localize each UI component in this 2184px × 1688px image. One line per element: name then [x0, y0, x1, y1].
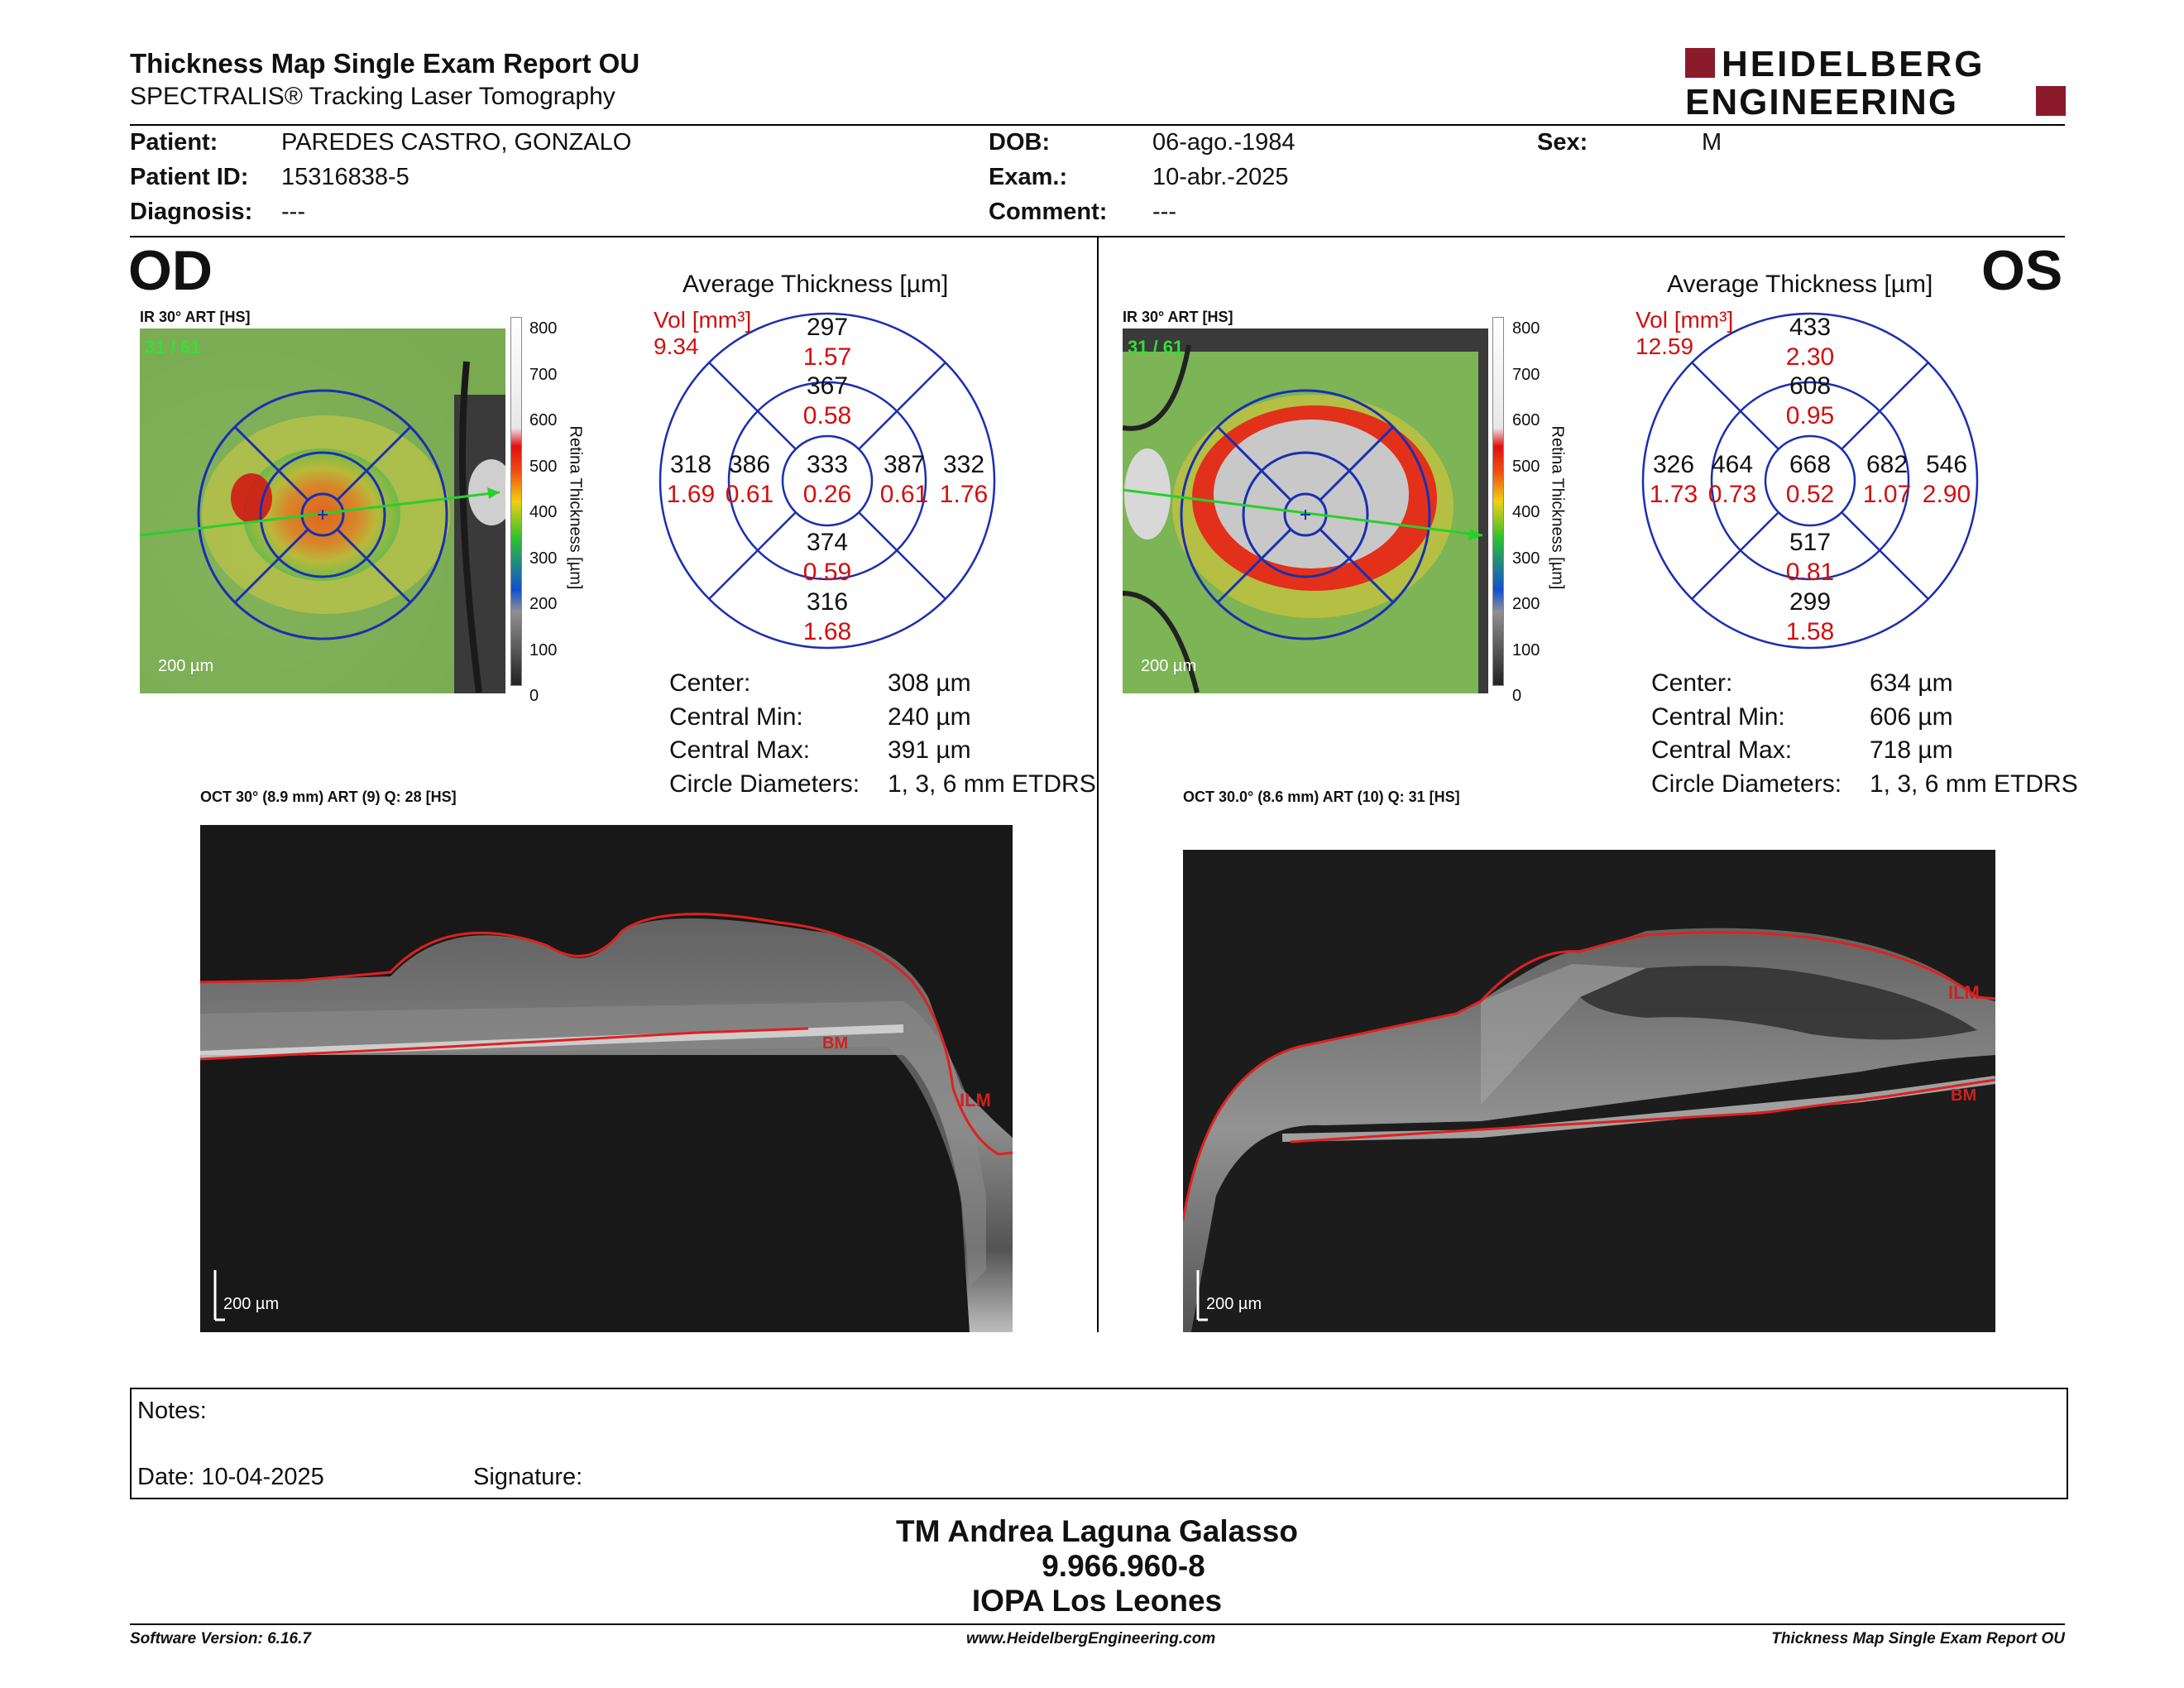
- od-fundus-thickness-map: 31 / 61 200 µm: [140, 328, 505, 693]
- os-max-label: Central Max:: [1651, 736, 1793, 764]
- os-avg-title: Average Thickness [µm]: [1667, 271, 1933, 298]
- od-oct-bscan: 200 µm BM ILM: [200, 807, 1013, 1332]
- signature-label: Signature:: [473, 1464, 583, 1490]
- os-inner-right: 682 1.07: [1862, 451, 1912, 508]
- eye-divider: [1097, 237, 1099, 1332]
- os-outer-right: 546 2.90: [1922, 451, 1971, 508]
- od-fundus-scale: 200 µm: [158, 657, 214, 675]
- od-outer-left: 318 1.69: [666, 451, 716, 508]
- od-max-label: Central Max:: [669, 736, 811, 764]
- od-diam-label: Circle Diameters:: [669, 770, 860, 798]
- os-colorbar: [1492, 317, 1504, 686]
- os-colorbar-ticks: 800 700 600 500 400 300 200 100 0: [1512, 319, 1540, 705]
- od-min-value: 240 µm: [888, 703, 971, 731]
- report-subtitle: SPECTRALIS® Tracking Laser Tomography: [130, 83, 615, 110]
- od-center: 333 0.26: [802, 451, 852, 508]
- od-max-value: 391 µm: [888, 736, 971, 764]
- od-center-label: Center:: [669, 669, 751, 697]
- patient-id-label: Patient ID:: [130, 164, 249, 190]
- od-etdrs-grid: [659, 312, 996, 650]
- report-title: Thickness Map Single Exam Report OU: [130, 48, 640, 79]
- os-eye-label: OS: [1981, 239, 2063, 302]
- od-outer-bottom: 316 1.68: [802, 588, 852, 645]
- os-outer-top: 433 2.30: [1785, 314, 1835, 371]
- notes-label: Notes:: [137, 1398, 207, 1424]
- os-ir-label: IR 30° ART [HS]: [1123, 309, 1233, 325]
- od-oct-label: OCT 30° (8.9 mm) ART (9) Q: 28 [HS]: [200, 789, 457, 805]
- os-inner-left: 464 0.73: [1707, 451, 1757, 508]
- os-min-label: Central Min:: [1651, 703, 1785, 731]
- os-center-value: 634 µm: [1870, 669, 1953, 697]
- os-center: 668 0.52: [1785, 451, 1835, 508]
- os-oct-scale: 200 µm: [1206, 1295, 1262, 1313]
- os-vol-label: Vol [mm³]: [1636, 307, 1734, 333]
- exam-label: Exam.:: [989, 164, 1068, 190]
- heidelberg-logo: HEIDELBERG ENGINEERING: [1685, 44, 2066, 117]
- os-inner-bottom: 517 0.81: [1785, 529, 1835, 586]
- notes-box[interactable]: Notes: Date: 10-04-2025 Signature:: [130, 1388, 2068, 1499]
- notes-date: Date: 10-04-2025: [137, 1464, 324, 1490]
- diagnosis-value: ---: [281, 199, 305, 225]
- patient-id: 15316838-5: [281, 164, 410, 190]
- os-max-value: 718 µm: [1870, 736, 1953, 764]
- od-diam-value: 1, 3, 6 mm ETDRS: [888, 770, 1096, 798]
- od-frame-counter: 31 / 61: [145, 337, 201, 357]
- signer-id: 9.966.960-8: [1042, 1549, 1205, 1583]
- od-center-value: 308 µm: [888, 669, 971, 697]
- od-inner-left: 386 0.61: [725, 451, 774, 508]
- od-colorbar-ticks: 800 700 600 500 400 300 200 100 0: [529, 319, 558, 705]
- sex-label: Sex:: [1537, 129, 1588, 156]
- os-diam-value: 1, 3, 6 mm ETDRS: [1870, 770, 2078, 798]
- comment-label: Comment:: [989, 199, 1108, 225]
- od-colorbar: [510, 317, 522, 686]
- od-inner-bottom: 374 0.59: [802, 529, 852, 586]
- os-colorbar-title: Retina Thickness [µm]: [1548, 425, 1567, 590]
- os-oct-label: OCT 30.0° (8.6 mm) ART (10) Q: 31 [HS]: [1183, 789, 1460, 805]
- od-inner-top: 367 0.58: [802, 372, 852, 429]
- dob-label: DOB:: [989, 129, 1051, 156]
- exam-value: 10-abr.-2025: [1152, 164, 1289, 190]
- software-version: Software Version: 6.16.7: [130, 1630, 311, 1647]
- signer-place: IOPA Los Leones: [971, 1584, 1223, 1618]
- comment-value: ---: [1152, 199, 1176, 225]
- os-bm-label: BM: [1951, 1086, 1977, 1105]
- website-link[interactable]: www.HeidelbergEngineering.com: [966, 1630, 1216, 1647]
- os-frame-counter: 31 / 61: [1128, 337, 1184, 357]
- od-inner-right: 387 0.61: [879, 451, 929, 508]
- os-outer-bottom: 299 1.58: [1785, 588, 1835, 645]
- os-etdrs-grid: [1641, 312, 1979, 650]
- od-outer-right: 332 1.76: [939, 451, 989, 508]
- os-vol-value: 12.59: [1636, 333, 1694, 359]
- patient-name: PAREDES CASTRO, GONZALO: [281, 129, 632, 156]
- od-colorbar-title: Retina Thickness [µm]: [566, 425, 585, 590]
- od-bm-label: BM: [822, 1034, 849, 1053]
- od-ilm-label: ILM: [960, 1090, 991, 1110]
- od-eye-label: OD: [128, 239, 213, 302]
- os-center-label: Center:: [1651, 669, 1733, 697]
- signer-name: TM Andrea Laguna Galasso: [896, 1514, 1298, 1548]
- od-vol-label: Vol [mm³]: [654, 307, 752, 333]
- footer-report-name: Thickness Map Single Exam Report OU: [1771, 1630, 2065, 1647]
- os-fundus-scale: 200 µm: [1141, 657, 1197, 675]
- os-min-value: 606 µm: [1870, 703, 1953, 731]
- sex-value: M: [1702, 129, 1722, 156]
- svg-text:ENGINEERING: ENGINEERING: [1685, 82, 1958, 117]
- od-avg-title: Average Thickness [µm]: [682, 271, 949, 298]
- os-outer-left: 326 1.73: [1649, 451, 1698, 508]
- patient-label: Patient:: [130, 129, 218, 156]
- dob-value: 06-ago.-1984: [1152, 129, 1296, 156]
- od-outer-top: 297 1.57: [802, 314, 852, 371]
- diagnosis-label: Diagnosis:: [130, 199, 253, 225]
- od-min-label: Central Min:: [669, 703, 803, 731]
- od-ir-label: IR 30° ART [HS]: [140, 309, 251, 325]
- od-vol-value: 9.34: [654, 333, 699, 359]
- os-fundus-thickness-map: 31 / 61 200 µm: [1123, 328, 1488, 693]
- os-inner-top: 608 0.95: [1785, 372, 1835, 429]
- svg-text:HEIDELBERG: HEIDELBERG: [1722, 44, 1985, 84]
- os-diam-label: Circle Diameters:: [1651, 770, 1842, 798]
- os-oct-bscan: 200 µm BM ILM: [1183, 807, 1995, 1332]
- od-oct-scale: 200 µm: [223, 1295, 280, 1313]
- os-ilm-label: ILM: [1948, 982, 1980, 1003]
